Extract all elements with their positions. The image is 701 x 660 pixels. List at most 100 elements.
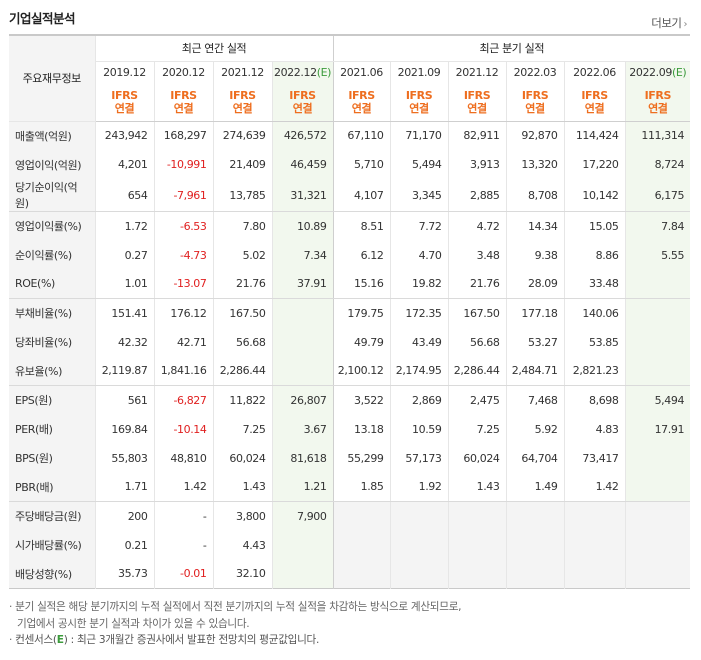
value-cell: -6.53 [153, 211, 213, 241]
value-cell: 21,409 [212, 150, 272, 179]
table-row: 주당배당금(원) 200-3,800 7,900 [9, 501, 691, 531]
value-cell [624, 472, 691, 502]
value-cell: 561 [94, 385, 154, 415]
value-cell: 2,475 [447, 385, 507, 415]
value-cell: 7.34 [271, 240, 334, 270]
value-cell [447, 530, 507, 560]
basis-header: IFRS 연결 [563, 84, 626, 122]
value-cell: 4.43 [212, 530, 272, 560]
basis-scope: 연결 [351, 102, 372, 116]
value-cell: 114,424 [563, 121, 626, 150]
footnotes: · 분기 실적은 해당 분기까지의 누적 실적에서 직전 분기까지의 누적 실적… [9, 599, 694, 649]
value-cell: 7,900 [271, 501, 334, 531]
basis-header: IFRS 연결 [153, 84, 213, 122]
value-cell [563, 559, 626, 589]
value-cell: 56.68 [447, 327, 507, 357]
value-cell [624, 501, 691, 531]
value-cell: 1.42 [563, 472, 626, 502]
value-cell: 55,803 [94, 443, 154, 473]
period-header: 2019.12 [94, 61, 154, 84]
basis-standard: IFRS [405, 89, 433, 103]
value-cell [271, 356, 334, 386]
value-cell: 2,885 [447, 179, 507, 212]
row-label: 영업이익률(%) [9, 211, 95, 241]
value-cell: 1.01 [94, 269, 154, 299]
value-cell [271, 327, 334, 357]
table-row: 순이익률(%) 0.27 -4.73 5.02 7.34 6.12 4.70 3.48 9.38… [9, 240, 691, 270]
value-cell: 13.18 [332, 414, 391, 444]
period-header-row: 2019.12 2020.12 2021.12 2022.12(E) 2021.06 20… [9, 61, 691, 84]
period-header: 2021.12 [447, 61, 507, 84]
value-cell: 7,468 [505, 385, 565, 415]
page-title: 기업실적분석 [9, 11, 76, 26]
value-cell: 7.84 [624, 211, 691, 241]
footnote-1-cont: 기업에서 공시한 분기 실적과 차이가 있을 수 있습니다. [17, 617, 250, 630]
basis-header: IFRS 연결 [271, 84, 334, 122]
value-cell: 2,286.44 [212, 356, 272, 386]
value-cell: 4.83 [563, 414, 626, 444]
value-cell: 26,807 [271, 385, 334, 415]
value-cell [271, 559, 334, 589]
value-cell: -0.01 [153, 559, 213, 589]
basis-standard: IFRS [521, 89, 549, 103]
footnote-2: · 컨센서스(E) : 최근 3개월간 증권사에서 발표한 전망치의 평균값입니… [9, 634, 320, 646]
value-cell: -4.73 [153, 240, 213, 270]
value-cell: 169.84 [94, 414, 154, 444]
table-row: 영업이익(억원) 4,201 -10,991 21,409 46,459 5,710 5,4… [9, 150, 691, 179]
value-cell: 151.41 [94, 298, 154, 328]
value-cell: 1.42 [153, 472, 213, 502]
value-cell [563, 530, 626, 560]
value-cell: 10.89 [271, 211, 334, 241]
value-cell: -13.07 [153, 269, 213, 299]
basis-header: IFRS 연결 [94, 84, 154, 122]
more-label[interactable]: 더보기 [651, 16, 682, 30]
value-cell: 3,345 [389, 179, 449, 212]
value-cell [447, 559, 507, 589]
row-label: 주당배당금(원) [9, 501, 95, 531]
period-label: 2022.03 [513, 66, 557, 80]
value-cell [447, 501, 507, 531]
table-row: PER(배) 169.84 -10.14 7.25 3.67 13.18 10.59 7.25… [9, 414, 691, 444]
basis-standard: IFRS [463, 89, 491, 103]
value-cell: 111,314 [624, 121, 691, 150]
value-cell [624, 298, 691, 328]
value-cell: 4.72 [447, 211, 507, 241]
value-cell: 1.85 [332, 472, 391, 502]
value-cell: 10,142 [563, 179, 626, 212]
period-label: 2021.12 [221, 66, 264, 80]
value-cell: 172.35 [389, 298, 449, 328]
row-label: EPS(원) [9, 385, 95, 415]
estimate-mark: E [56, 634, 64, 646]
value-cell: 168,297 [153, 121, 213, 150]
table-body: 매출액(억원) 243,942 168,297 274,639 426,572 67,11… [9, 121, 691, 589]
value-cell [505, 530, 565, 560]
value-cell: 73,417 [563, 443, 626, 473]
value-cell: 3,913 [447, 150, 507, 179]
group-header-row: 주요재무정보 최근 연간 실적 최근 분기 실적 [9, 35, 691, 122]
rowhead-label: 주요재무정보 [9, 35, 95, 122]
period-label: 2021.12 [455, 66, 499, 80]
value-cell: 0.21 [94, 530, 154, 560]
basis-standard: IFRS [581, 89, 608, 103]
value-cell: 140.06 [563, 298, 626, 328]
value-cell [563, 501, 626, 531]
value-cell: 1.49 [505, 472, 565, 502]
value-cell: 21.76 [447, 269, 507, 299]
value-cell: 2,484.71 [505, 356, 565, 386]
value-cell: - [153, 501, 213, 531]
chevron-right-icon: › [683, 19, 688, 30]
value-cell: 654 [94, 179, 154, 212]
table-row: 당기순이익(억원) 654 -7,961 13,785 31,321 4,107 3,345… [9, 179, 691, 212]
row-label: BPS(원) [9, 443, 95, 473]
value-cell: 5,494 [389, 150, 449, 179]
value-cell: 28.09 [505, 269, 565, 299]
value-cell: 8,724 [624, 150, 691, 179]
basis-standard: IFRS [289, 89, 316, 103]
value-cell: 60,024 [447, 443, 507, 473]
basis-scope: 연결 [467, 102, 487, 116]
period-header: 2021.09 [389, 61, 449, 84]
value-cell: 8,698 [563, 385, 626, 415]
value-cell: -10,991 [153, 150, 213, 179]
value-cell: 3,800 [212, 501, 272, 531]
more-link[interactable]: 더보기 › [651, 15, 687, 31]
